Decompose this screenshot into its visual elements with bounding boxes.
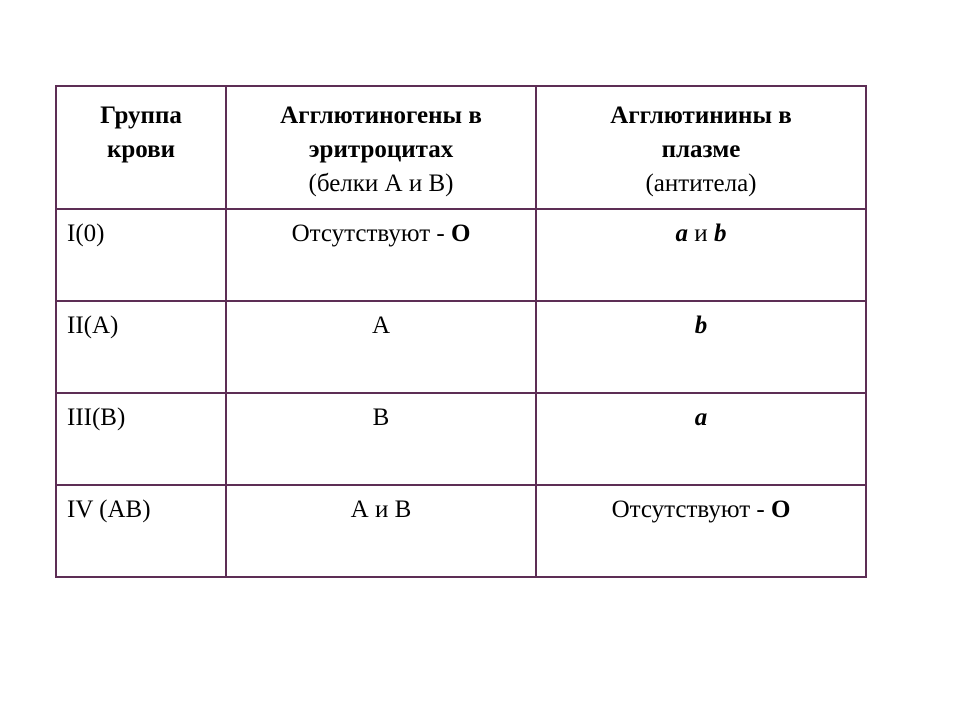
- table-header: Группа крови Агглютиногены в эритроцитах…: [56, 86, 866, 209]
- cell-agglutinins: а и b: [536, 209, 866, 301]
- header-line: эритроцитах: [237, 133, 525, 167]
- table-row: IV (AB) А и В Отсутствуют - О: [56, 485, 866, 577]
- text: А: [351, 496, 369, 523]
- text: Отсутствуют -: [292, 220, 451, 247]
- header-line: Агглютиногены в: [237, 99, 525, 133]
- cell-value: а и b: [537, 210, 865, 248]
- text-ital-bold: b: [714, 220, 727, 247]
- table-row: II(A) А b: [56, 301, 866, 393]
- cell-agglutinogens: Отсутствуют - О: [226, 209, 536, 301]
- text-ital-bold: b: [695, 312, 708, 339]
- text-ital-bold: а: [695, 404, 708, 431]
- cell-agglutinins: b: [536, 301, 866, 393]
- header-line: плазме: [547, 133, 855, 167]
- cell-value: II(A): [57, 302, 225, 340]
- text-bold: О: [771, 496, 790, 523]
- header-content: Агглютиногены в эритроцитах (белки А и В…: [227, 87, 535, 208]
- table-row: I(0) Отсутствуют - О а и b: [56, 209, 866, 301]
- cell-value: b: [537, 302, 865, 340]
- cell-value: III(B): [57, 394, 225, 432]
- cell-group: I(0): [56, 209, 226, 301]
- header-line: крови: [67, 133, 215, 167]
- cell-agglutinins: а: [536, 393, 866, 485]
- cell-value: Отсутствуют - О: [227, 210, 535, 248]
- page: Группа крови Агглютиногены в эритроцитах…: [0, 0, 960, 720]
- text: и: [688, 220, 714, 247]
- header-cell-group: Группа крови: [56, 86, 226, 209]
- cell-group: III(B): [56, 393, 226, 485]
- header-content: Группа крови: [57, 87, 225, 175]
- header-line: Агглютинины в: [547, 99, 855, 133]
- table-row: III(B) В а: [56, 393, 866, 485]
- text: Отсутствуют -: [612, 496, 771, 523]
- cell-value: А и В: [227, 486, 535, 524]
- cell-value: IV (AB): [57, 486, 225, 524]
- text-bold: О: [451, 220, 470, 247]
- cell-value: Отсутствуют - О: [537, 486, 865, 524]
- cell-agglutinogens: А и В: [226, 485, 536, 577]
- cell-group: IV (AB): [56, 485, 226, 577]
- table-body: I(0) Отсутствуют - О а и b II(A): [56, 209, 866, 577]
- header-content: Агглютинины в плазме (антитела): [537, 87, 865, 208]
- cell-value: а: [537, 394, 865, 432]
- cell-agglutinogens: А: [226, 301, 536, 393]
- header-row: Группа крови Агглютиногены в эритроцитах…: [56, 86, 866, 209]
- header-cell-agglutinins: Агглютинины в плазме (антитела): [536, 86, 866, 209]
- cell-agglutinins: Отсутствуют - О: [536, 485, 866, 577]
- text-ital-bold: а: [676, 220, 689, 247]
- header-line: Группа: [67, 99, 215, 133]
- header-cell-agglutinogens: Агглютиногены в эритроцитах (белки А и В…: [226, 86, 536, 209]
- cell-agglutinogens: В: [226, 393, 536, 485]
- cell-group: II(A): [56, 301, 226, 393]
- header-line: (антитела): [547, 167, 855, 201]
- text: и: [369, 496, 395, 523]
- blood-groups-table: Группа крови Агглютиногены в эритроцитах…: [55, 85, 867, 578]
- text: В: [395, 496, 412, 523]
- cell-value: А: [227, 302, 535, 340]
- cell-value: I(0): [57, 210, 225, 248]
- cell-value: В: [227, 394, 535, 432]
- header-line: (белки А и В): [237, 167, 525, 201]
